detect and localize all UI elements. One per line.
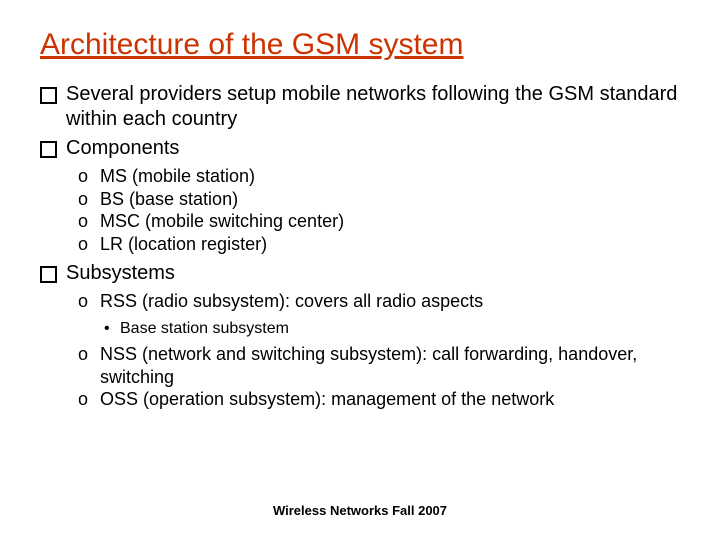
subsystem-rss: RSS (radio subsystem): covers all radio … (78, 290, 680, 313)
slide-footer: Wireless Networks Fall 2007 (0, 503, 720, 518)
subsystems-sublist: RSS (radio subsystem): covers all radio … (40, 290, 680, 313)
component-lr: LR (location register) (78, 233, 680, 256)
main-bullet-list-2: Subsystems (40, 261, 680, 286)
component-msc: MSC (mobile switching center) (78, 210, 680, 233)
rss-sublist: Base station subsystem (40, 319, 680, 340)
slide-title: Architecture of the GSM system (40, 28, 680, 62)
bullet-providers: Several providers setup mobile networks … (40, 82, 680, 132)
bullet-components: Components (40, 136, 680, 161)
main-bullet-list: Several providers setup mobile networks … (40, 82, 680, 161)
component-bs: BS (base station) (78, 188, 680, 211)
rss-base-station: Base station subsystem (104, 319, 680, 340)
subsystem-oss: OSS (operation subsystem): management of… (78, 388, 680, 411)
components-sublist: MS (mobile station) BS (base station) MS… (40, 165, 680, 255)
subsystem-nss: NSS (network and switching subsystem): c… (78, 343, 680, 388)
component-ms: MS (mobile station) (78, 165, 680, 188)
bullet-subsystems: Subsystems (40, 261, 680, 286)
subsystems-sublist-2: NSS (network and switching subsystem): c… (40, 343, 680, 411)
